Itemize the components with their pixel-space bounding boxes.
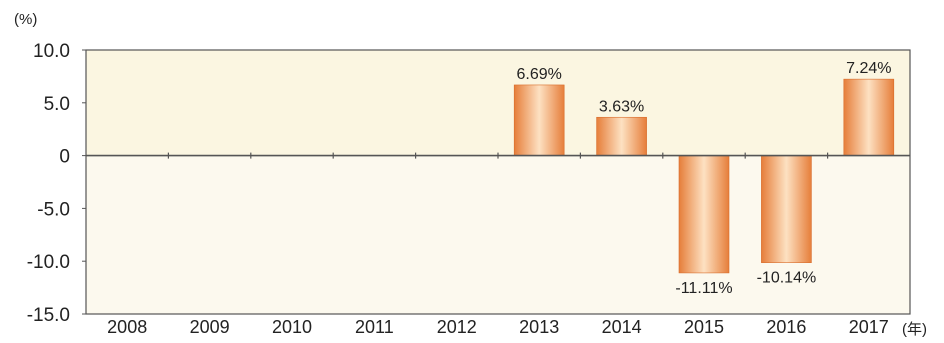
y-tick-label: 5.0 <box>44 94 70 115</box>
x-tick-label: 2015 <box>684 317 724 337</box>
x-tick-label: 2016 <box>766 317 806 337</box>
y-unit-label: (%) <box>14 11 37 28</box>
x-unit-label: (年) <box>902 321 927 338</box>
x-tick-label: 2014 <box>602 317 642 337</box>
plot-frame <box>85 49 911 315</box>
y-tick-label: -10.0 <box>27 252 70 273</box>
bar-2014 <box>596 116 647 156</box>
data-label: 7.24% <box>846 60 891 77</box>
y-tick-label: 10.0 <box>33 41 70 62</box>
data-label: 3.63% <box>599 98 644 115</box>
data-label: -10.14% <box>757 270 817 287</box>
y-tick-label: -5.0 <box>37 199 70 220</box>
x-tick-label: 2013 <box>519 317 559 337</box>
y-tick-label: 0 <box>59 147 70 168</box>
x-tick-label: 2011 <box>355 317 394 337</box>
x-tick-label: 2012 <box>437 317 477 337</box>
data-label: -11.11% <box>675 280 732 297</box>
bar-2017 <box>843 78 895 156</box>
bar-2013 <box>513 84 565 156</box>
x-tick-label: 2009 <box>190 317 230 337</box>
y-tick-label: -15.0 <box>27 305 70 326</box>
x-tick-label: 2017 <box>849 317 889 337</box>
data-label: 6.69% <box>517 66 562 83</box>
plot-area-positive <box>86 50 910 156</box>
bar-2015 <box>678 155 730 274</box>
x-tick-label: 2008 <box>107 317 147 337</box>
x-tick-label: 2010 <box>272 317 312 337</box>
bar-2016 <box>761 155 812 263</box>
